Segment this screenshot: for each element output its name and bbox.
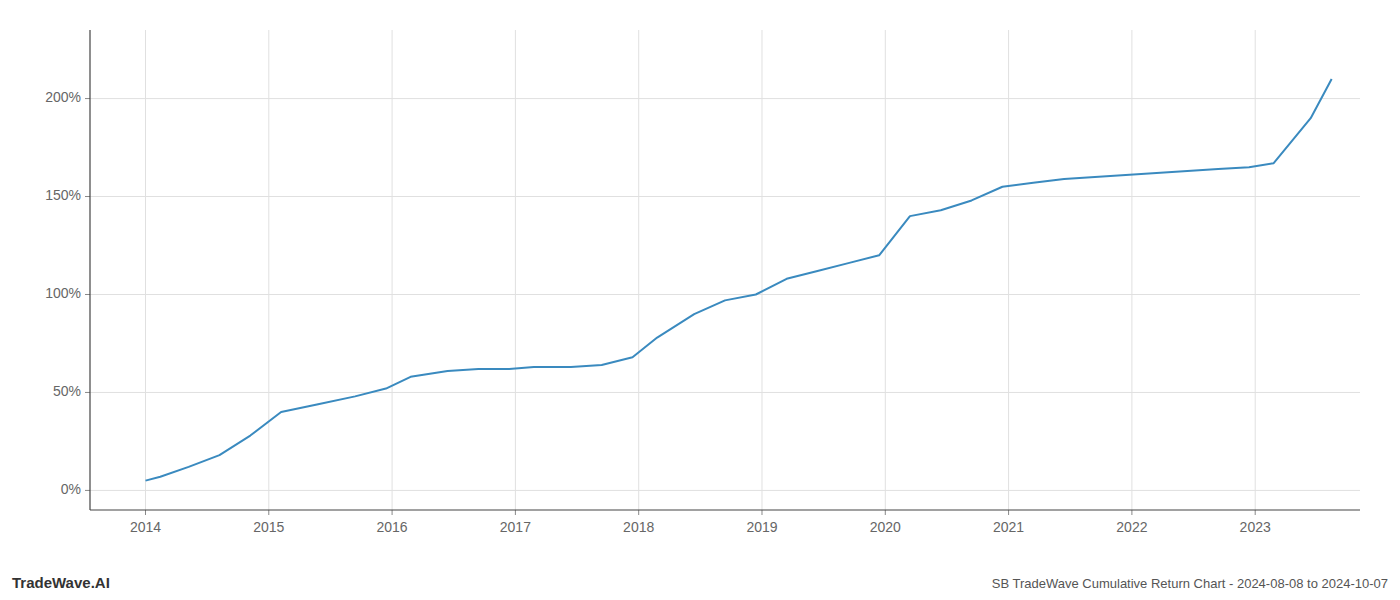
grid	[90, 30, 1360, 510]
y-grid-line	[90, 490, 1360, 491]
y-tick	[85, 294, 90, 295]
y-tick	[85, 490, 90, 491]
line-series	[145, 79, 1331, 481]
y-tick-label: 200%	[45, 89, 81, 105]
x-tick-label: 2015	[253, 519, 284, 535]
x-tick-label: 2022	[1116, 519, 1147, 535]
x-grid-line	[1255, 30, 1256, 510]
x-tick	[1255, 510, 1256, 515]
x-tick	[1008, 510, 1009, 515]
y-grid-line	[90, 98, 1360, 99]
x-tick	[268, 510, 269, 515]
x-tick-label: 2021	[993, 519, 1024, 535]
x-grid-line	[392, 30, 393, 510]
x-tick-label: 2016	[377, 519, 408, 535]
chart-title: SB TradeWave Cumulative Return Chart - 2…	[992, 576, 1388, 591]
x-tick	[1131, 510, 1132, 515]
x-grid-line	[638, 30, 639, 510]
x-grid-line	[1131, 30, 1132, 510]
y-tick	[85, 98, 90, 99]
x-grid-line	[268, 30, 269, 510]
x-axis-line	[90, 509, 1360, 510]
chart-container: 0% 50% 100% 150% 200% 2014 2015 2016 2017 2018 201…	[0, 0, 1400, 600]
y-grid-line	[90, 294, 1360, 295]
axes: 0% 50% 100% 150% 200% 2014 2015 2016 2017 2018 201…	[45, 30, 1360, 535]
y-tick	[85, 196, 90, 197]
x-tick	[885, 510, 886, 515]
x-tick-label: 2017	[500, 519, 531, 535]
x-grid-line	[515, 30, 516, 510]
y-tick-label: 50%	[53, 383, 81, 399]
y-grid-line	[90, 196, 1360, 197]
y-tick-label: 0%	[61, 481, 81, 497]
x-tick-label: 2018	[623, 519, 654, 535]
x-grid-line	[1008, 30, 1009, 510]
x-tick	[638, 510, 639, 515]
x-tick	[145, 510, 146, 515]
x-tick-label: 2019	[746, 519, 777, 535]
x-grid-line	[885, 30, 886, 510]
watermark: TradeWave.AI	[12, 574, 110, 591]
x-tick-label: 2023	[1240, 519, 1271, 535]
plot-area	[145, 79, 1331, 481]
x-grid-line	[761, 30, 762, 510]
y-tick-label: 150%	[45, 187, 81, 203]
y-tick	[85, 392, 90, 393]
chart-svg: 0% 50% 100% 150% 200% 2014 2015 2016 2017 2018 201…	[0, 0, 1400, 600]
y-tick-label: 100%	[45, 285, 81, 301]
y-axis-line	[89, 30, 90, 510]
y-grid-line	[90, 392, 1360, 393]
x-grid-line	[145, 30, 146, 510]
x-tick-label: 2020	[870, 519, 901, 535]
x-tick	[761, 510, 762, 515]
x-tick	[515, 510, 516, 515]
x-tick-label: 2014	[130, 519, 161, 535]
x-tick	[392, 510, 393, 515]
